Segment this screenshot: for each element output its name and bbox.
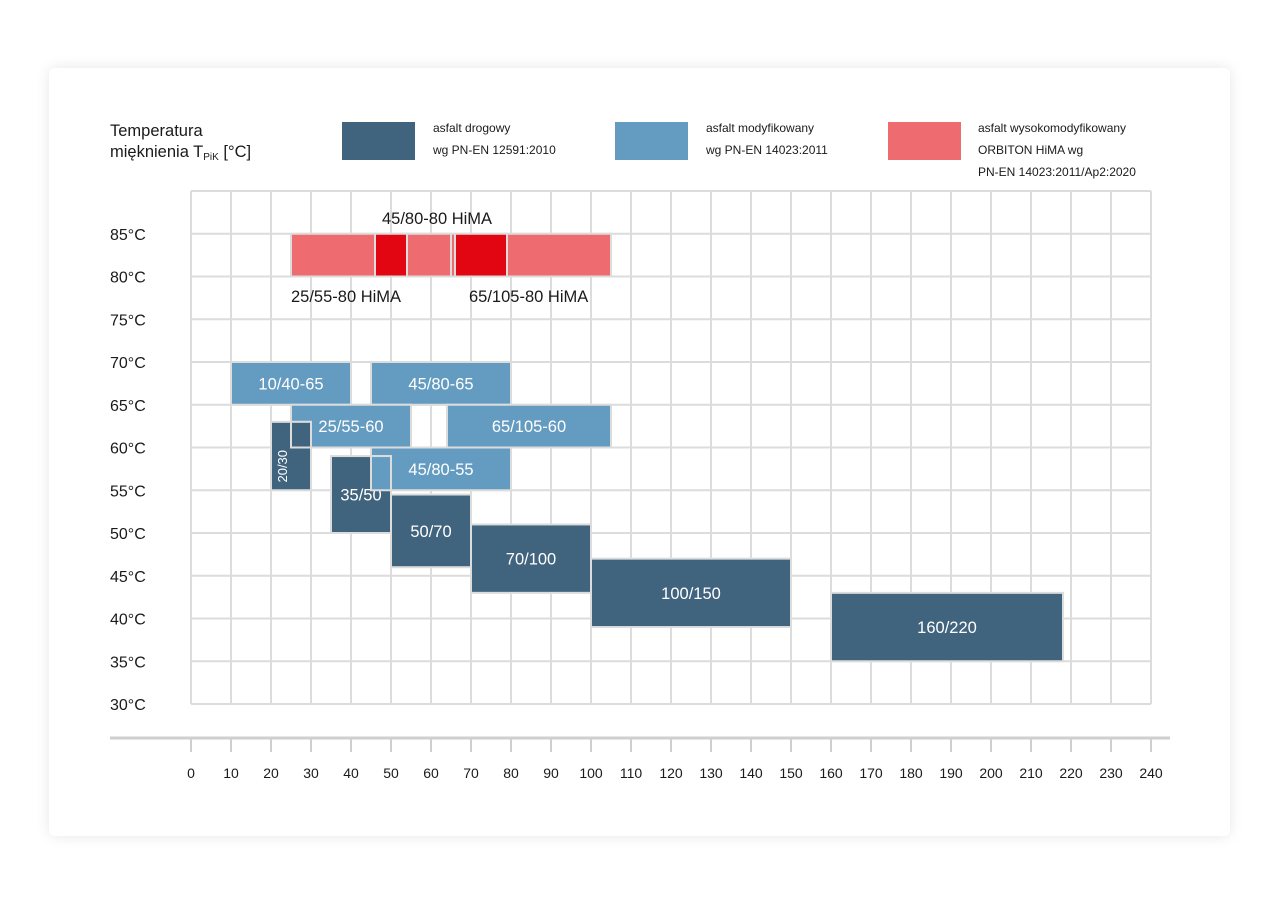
legend-label-road-asphalt: asfalt drogowy wg PN-EN 12591:2010	[433, 121, 556, 157]
range-box	[454, 232, 508, 278]
x-tick-label: 180	[899, 765, 923, 781]
legend-swatch-hima-asphalt	[888, 122, 961, 160]
range-box	[230, 361, 352, 406]
y-tick-label: 35°C	[110, 654, 146, 671]
y-tick-label: 65°C	[110, 398, 146, 415]
range-box-label: 100/150	[661, 585, 721, 603]
range-box	[370, 361, 512, 406]
y-axis-title-line2: mięknienia T	[110, 143, 204, 161]
y-axis-title-line1: Temperatura	[110, 122, 203, 140]
range-box	[290, 420, 312, 449]
range-box	[830, 591, 1064, 663]
range-box	[370, 455, 392, 492]
x-tick-label: 150	[779, 765, 803, 781]
hima-annotation: 65/105-80 HiMA	[469, 288, 588, 306]
y-tick-label: 60°C	[110, 441, 146, 458]
x-tick-label: 50	[383, 765, 399, 781]
x-tick-label: 90	[543, 765, 559, 781]
x-tick-label: 10	[223, 765, 239, 781]
y-tick-label: 80°C	[110, 270, 146, 287]
range-box	[446, 403, 612, 449]
x-tick-label: 70	[463, 765, 479, 781]
y-axis-title-subscript: PiK	[203, 152, 219, 163]
range-box	[406, 232, 452, 278]
range-box	[390, 493, 472, 569]
y-tick-label: 40°C	[110, 612, 146, 629]
hima-annotation: 45/80-80 HiMA	[382, 210, 492, 228]
x-tick-label: 130	[699, 765, 723, 781]
x-tick-label: 190	[939, 765, 963, 781]
range-box-label: 65/105-60	[492, 418, 566, 436]
x-tick-label: 40	[343, 765, 359, 781]
legend-swatch-road-asphalt	[342, 122, 415, 160]
range-box	[370, 446, 512, 492]
range-box-label: 45/80-55	[408, 461, 473, 479]
x-tick-label: 80	[503, 765, 519, 781]
x-tick-label: 0	[187, 765, 195, 781]
y-axis-title: Temperatura mięknienia TPiK [°C]	[110, 121, 251, 168]
x-tick-label: 240	[1139, 765, 1163, 781]
y-tick-label: 50°C	[110, 526, 146, 543]
range-box-label: 45/80-65	[408, 375, 473, 393]
y-tick-label: 70°C	[110, 355, 146, 372]
legend-label-modified-asphalt: asfalt modyfikowany wg PN-EN 14023:2011	[706, 121, 828, 157]
x-tick-label: 30	[303, 765, 319, 781]
range-box-label: 10/40-65	[258, 375, 323, 393]
y-axis-title-unit: [°C]	[218, 143, 252, 161]
legend-swatch-modified-asphalt	[615, 122, 688, 160]
x-tick-label: 230	[1099, 765, 1123, 781]
x-tick-label: 120	[659, 765, 683, 781]
y-tick-label: 85°C	[110, 227, 146, 244]
x-tick-label: 170	[859, 765, 883, 781]
x-tick-label: 200	[979, 765, 1003, 781]
x-tick-label: 100	[579, 765, 603, 781]
range-box	[374, 232, 408, 278]
y-tick-label: 75°C	[110, 312, 146, 329]
range-box-label: 160/220	[917, 619, 977, 637]
range-box-label: 25/55-60	[318, 418, 383, 436]
x-tick-label: 60	[423, 765, 439, 781]
y-tick-label: 30°C	[110, 697, 146, 714]
chart-card	[49, 68, 1230, 836]
range-box-label: 50/70	[410, 523, 451, 541]
x-tick-label: 110	[620, 765, 643, 781]
range-box-label: 20/30	[275, 450, 290, 483]
x-tick-label: 160	[819, 765, 843, 781]
y-tick-label: 55°C	[110, 483, 146, 500]
range-box-label: 70/100	[506, 551, 556, 569]
range-box	[590, 557, 792, 629]
x-tick-label: 210	[1019, 765, 1043, 781]
x-tick-label: 140	[739, 765, 763, 781]
range-box	[470, 523, 592, 594]
legend-label-hima-asphalt: asfalt wysokomodyfikowany ORBITON HiMA wg…	[978, 121, 1136, 179]
x-tick-label: 20	[263, 765, 279, 781]
y-tick-label: 45°C	[110, 569, 146, 586]
x-tick-label: 220	[1059, 765, 1083, 781]
hima-annotation: 25/55-80 HiMA	[291, 288, 401, 306]
